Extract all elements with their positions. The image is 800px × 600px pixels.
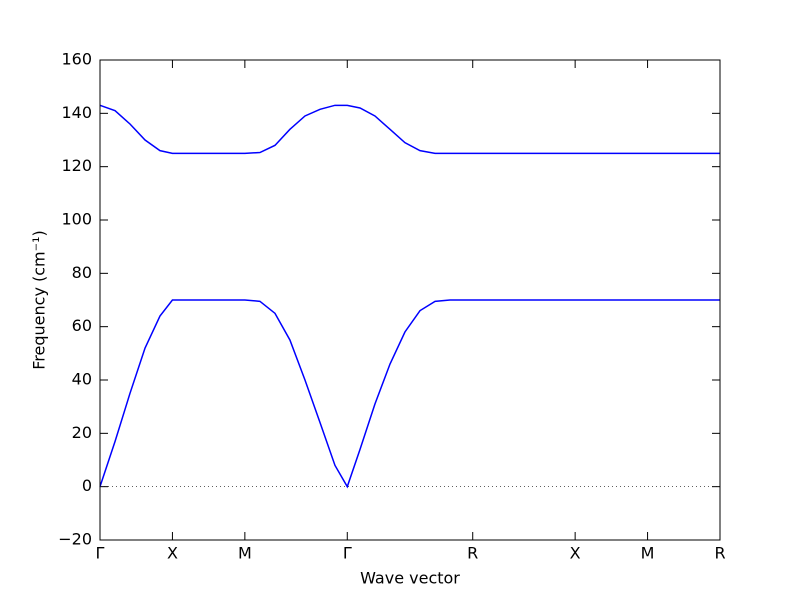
x-tick-label: Γ	[96, 544, 105, 563]
x-tick-label: X	[570, 544, 581, 563]
x-axis-label: Wave vector	[360, 569, 460, 588]
x-tick-label: M	[641, 544, 655, 563]
y-axis-label: Frequency (cm⁻¹)	[30, 230, 49, 369]
line-series	[99, 299, 720, 489]
y-tick-label: 40	[72, 370, 92, 389]
y-tick-label: 0	[82, 476, 92, 495]
x-tick-label: R	[467, 544, 478, 563]
y-tick-label: 100	[61, 210, 92, 229]
y-tick-label: 20	[72, 423, 92, 442]
x-tick-label: M	[238, 544, 252, 563]
y-tick-label: −20	[58, 530, 92, 549]
y-tick-label: 80	[72, 263, 92, 282]
y-tick-label: 140	[61, 103, 92, 122]
x-tick-label: Γ	[343, 544, 352, 563]
plot-frame	[99, 59, 721, 541]
x-tick-label: X	[167, 544, 178, 563]
x-tick-label: R	[714, 544, 725, 563]
y-tick-label: 120	[61, 156, 92, 175]
line-series	[99, 104, 720, 155]
y-tick-label: 60	[72, 316, 92, 335]
y-tick-label: 160	[61, 50, 92, 69]
